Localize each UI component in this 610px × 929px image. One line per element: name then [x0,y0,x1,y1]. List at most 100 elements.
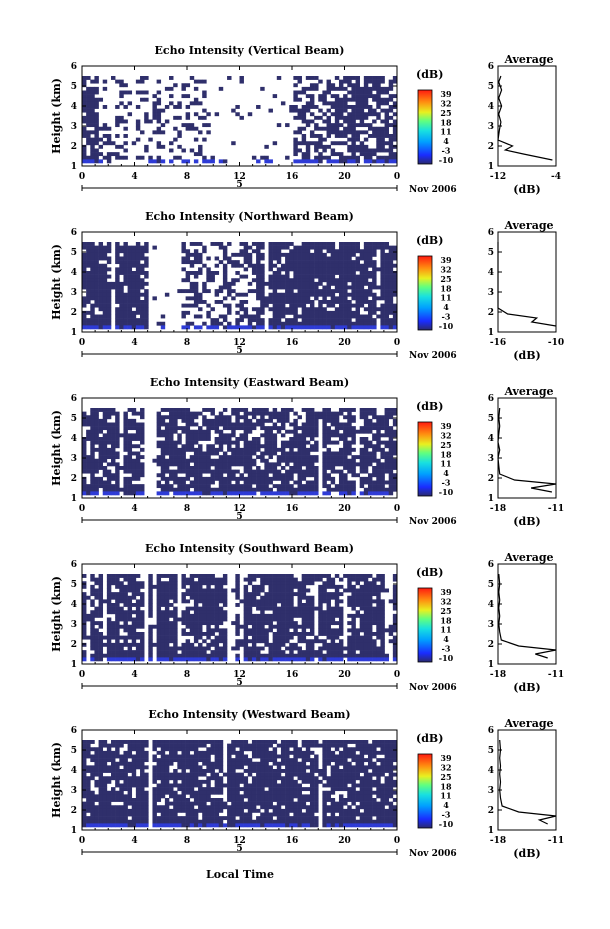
heatmap-cell [260,321,265,326]
heatmap-cell [160,144,166,149]
heatmap-cell [86,278,91,283]
heatmap-cell [347,642,352,647]
heatmap-cell [380,130,385,135]
heatmap-cell [235,480,240,485]
heatmap-cell [392,451,398,456]
heatmap-cell [111,484,116,489]
heatmap-cell [119,646,124,651]
heatmap-cell [222,599,228,604]
heatmap-cell [301,263,307,268]
heatmap-cell [372,581,377,586]
heatmap-cell [90,137,95,142]
heatmap-cell [330,101,336,106]
heatmap-cell [367,155,373,160]
heatmap-cell [173,487,178,492]
heatmap-cell [115,300,120,304]
heatmap-cell [392,101,398,106]
heatmap-cell [218,606,224,611]
heatmap-cell [156,155,162,160]
echo-panel-0: Echo Intensity (Vertical Beam)123456Heig… [50,44,457,195]
heatmap-cell [115,487,120,492]
heatmap-cell [90,303,95,308]
heatmap-cell [119,155,124,160]
heatmap-cell [131,574,137,578]
heatmap-cell [276,260,282,265]
heatmap-cell [376,433,381,438]
heatmap-cell [260,411,265,416]
heatmap-cell [102,318,108,323]
heatmap-cell [86,252,91,257]
heatmap-cell [247,476,253,481]
heatmap-cell [297,126,302,131]
heatmap-cell [111,592,116,597]
heatmap-cell [322,260,327,265]
heatmap-cell [131,466,137,470]
heatmap-cell [285,429,290,434]
heatmap-cell [276,628,282,633]
heatmap-cell [206,455,211,460]
heatmap-cell [301,595,307,600]
heatmap-cell [351,126,356,131]
heatmap-cell [309,94,315,99]
heatmap-cell [309,650,315,655]
heatmap-cell [330,613,336,618]
heatmap-cell [367,440,373,445]
avg-y-tick-label: 6 [488,560,494,570]
heatmap-cell [322,476,327,481]
heatmap-cell [338,469,344,474]
heatmap-cell [227,281,232,286]
heatmap-cell [347,267,352,272]
heatmap-cell [181,632,186,636]
heatmap-cell [380,621,385,626]
heatmap-cell [177,480,182,485]
heatmap-cell [372,130,377,135]
heatmap-cell [363,159,369,164]
heatmap-cell [322,484,327,489]
heatmap-cell [206,274,211,279]
heatmap-cell [152,458,157,463]
heatmap-cell [260,155,265,160]
heatmap-cell [218,242,224,246]
heatmap-cell [243,603,249,607]
heatmap-cell [314,491,319,496]
heatmap-cell [214,613,220,618]
heatmap-cell [322,289,327,294]
heatmap-cell [160,433,166,438]
heatmap-cell [164,617,170,622]
heatmap-cell [309,256,315,261]
heatmap-cell [90,271,95,275]
heatmap-cell [214,271,220,275]
heatmap-cell [268,592,273,597]
heatmap-cell [367,76,373,80]
heatmap-cell [181,83,186,88]
heatmap-cell [177,653,182,658]
heatmap-cell [363,603,369,607]
x-tick-label: 20 [338,172,351,182]
heatmap-cell [243,632,249,636]
heatmap-cell [198,300,203,304]
heatmap-cell [380,242,385,246]
heatmap-cell [256,314,261,319]
heatmap-cell [185,588,191,593]
heatmap-cell [351,639,356,644]
heatmap-cell [115,314,120,319]
heatmap-cell [135,451,141,456]
heatmap-cell [198,437,203,441]
heatmap-cell [355,599,360,604]
heatmap-cell [334,411,340,416]
heatmap-cell [280,642,286,647]
heatmap-cell [392,466,398,470]
heatmap-cell [222,440,228,445]
heatmap-cell [264,628,269,633]
heatmap-cell [355,90,360,95]
heatmap-cell [380,278,385,283]
heatmap-cell [106,621,112,626]
heatmap-cell [351,646,356,651]
heatmap-cell [123,628,128,633]
heatmap-cell [82,134,87,138]
average-title: Average [503,53,553,66]
heatmap-cell [338,484,344,489]
heatmap-cell [135,137,141,142]
heatmap-cell [355,455,360,460]
heatmap-cell [343,94,348,99]
